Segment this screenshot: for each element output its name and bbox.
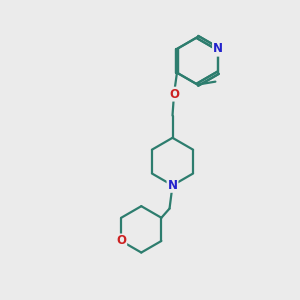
Text: O: O: [169, 88, 179, 100]
Text: N: N: [167, 179, 178, 192]
Text: O: O: [116, 235, 126, 248]
Text: N: N: [213, 42, 223, 56]
Text: N: N: [213, 42, 223, 56]
